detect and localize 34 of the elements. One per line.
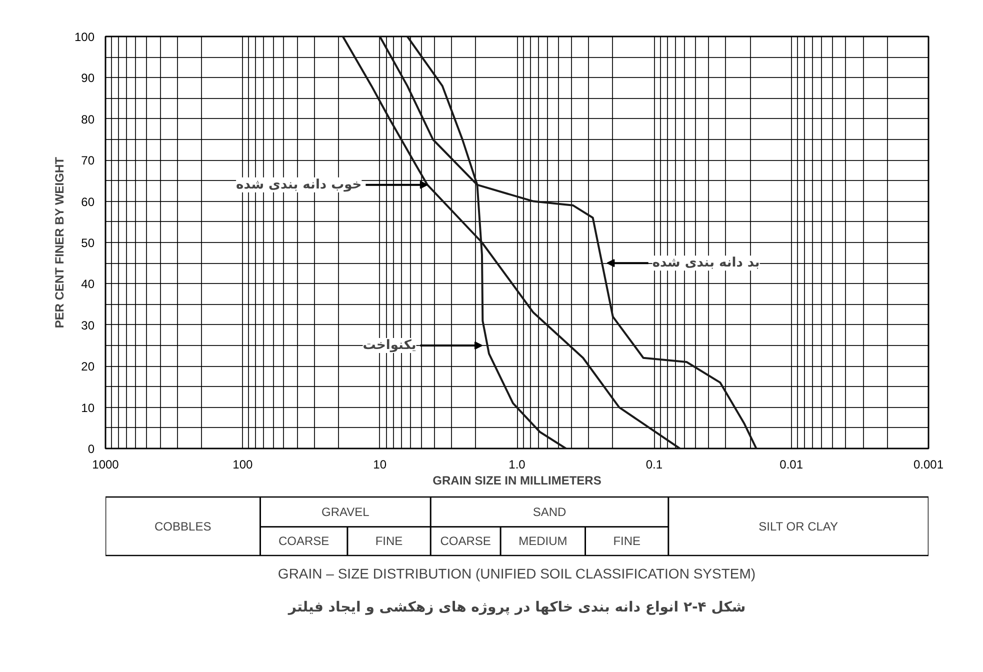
x-tick-label: 1.0 — [508, 458, 526, 472]
text: SILT OR CLAY — [758, 519, 838, 534]
y-tick-label: 60 — [81, 194, 95, 209]
y-tick-label: 90 — [81, 71, 95, 86]
text: شکل ۴-۲ انواع دانه بندی خاکها در پروژه های زهکشی و ایجاد فیلتر — [287, 600, 746, 616]
x-axis-title: GRAIN SIZE IN MILLIMETERS — [432, 474, 602, 488]
x-tick-label: 100 — [232, 458, 254, 472]
text: COARSE — [278, 534, 330, 548]
text: MEDIUM — [518, 534, 568, 548]
y-tick-label: 100 — [74, 30, 95, 44]
y-tick-label: 50 — [81, 236, 95, 250]
annotation: یکنواخت — [362, 338, 416, 353]
annotation: بد دانه بندی شده — [652, 256, 760, 271]
text: COARSE — [440, 534, 491, 548]
x-tick-label: 1000 — [92, 458, 120, 472]
y-tick-label: 0 — [88, 442, 95, 456]
x-tick-label: 0.01 — [780, 458, 804, 472]
text: GRAIN – SIZE DISTRIBUTION (UNIFIED SOIL CLASSIFICATION SYSTEM) — [278, 566, 756, 582]
text: COBBLES — [154, 519, 212, 534]
annotation: خوب دانه بندی شده — [236, 177, 362, 192]
text: SAND — [532, 504, 567, 519]
y-tick-label: 30 — [81, 318, 95, 332]
x-tick-label: 10 — [373, 458, 387, 472]
y-tick-label: 10 — [81, 400, 95, 415]
y-tick-label: 70 — [81, 154, 95, 168]
text: FINE — [375, 534, 403, 548]
x-tick-label: 0.001 — [913, 458, 944, 472]
text: FINE — [613, 534, 641, 548]
y-axis-title: PER CENT FINER BY WEIGHT — [52, 156, 66, 328]
y-tick-label: 20 — [81, 360, 95, 374]
y-tick-label: 80 — [81, 112, 95, 126]
x-tick-label: 0.1 — [646, 458, 663, 472]
y-tick-label: 40 — [81, 277, 95, 292]
text: GRAVEL — [322, 504, 370, 519]
